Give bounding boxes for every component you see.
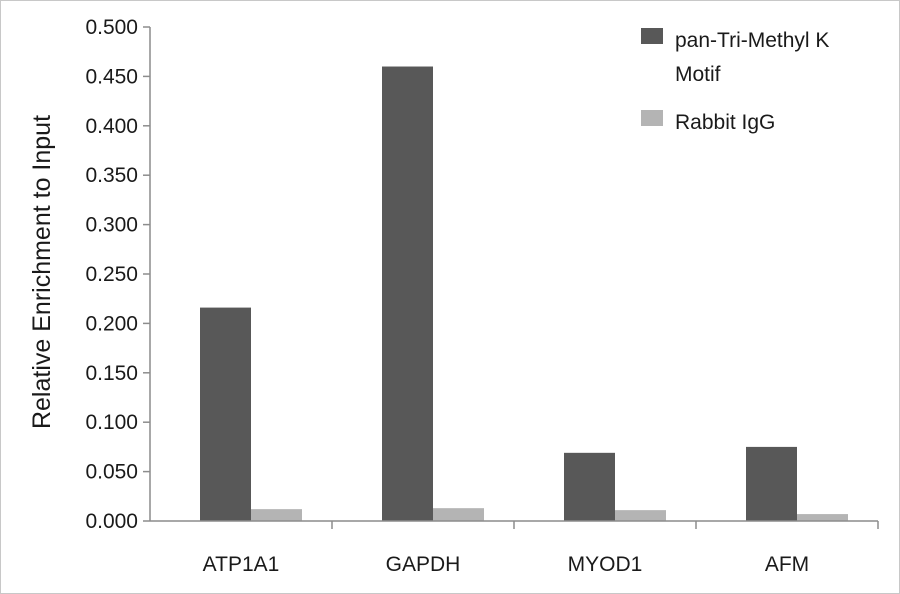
- bar-afm-series-1: [797, 514, 848, 521]
- y-tick-label: 0.050: [85, 461, 138, 484]
- bar-myod1-series-0: [564, 452, 615, 521]
- legend-label: Rabbit IgG: [675, 111, 775, 134]
- x-tick-label: AFM: [765, 553, 809, 576]
- legend-swatch: [641, 28, 663, 44]
- bar-afm-series-0: [746, 446, 797, 521]
- bar-atp1a1-series-1: [251, 509, 302, 521]
- x-tick-label: GAPDH: [386, 553, 461, 576]
- y-tick-label: 0.300: [85, 214, 138, 237]
- y-tick-label: 0.450: [85, 65, 138, 88]
- bar-atp1a1-series-0: [200, 307, 251, 521]
- x-axis-labels: ATP1A1 GAPDH MYOD1 AFM: [203, 553, 809, 576]
- y-axis-ticks: 0.000 0.050 0.100 0.150 0.200 0.250 0.300 0.350…: [85, 16, 150, 533]
- x-tick-label: MYOD1: [568, 553, 643, 576]
- x-tick-label: ATP1A1: [203, 553, 280, 576]
- y-axis-label: Relative Enrichment to Input: [28, 115, 56, 429]
- y-tick-label: 0.400: [85, 115, 138, 138]
- legend: pan-Tri-Methyl K Motif Rabbit IgG: [641, 28, 829, 134]
- y-tick-label: 0.200: [85, 312, 138, 335]
- bar-myod1-series-1: [615, 510, 666, 521]
- legend-label: pan-Tri-Methyl K: [675, 29, 829, 52]
- bar-gapdh-series-1: [433, 508, 484, 521]
- y-tick-label: 0.350: [85, 164, 138, 187]
- y-tick-label: 0.100: [85, 411, 138, 434]
- legend-swatch: [641, 110, 663, 126]
- y-tick-label: 0.500: [85, 16, 138, 39]
- bars: [200, 66, 848, 522]
- y-tick-label: 0.150: [85, 362, 138, 385]
- bar-gapdh-series-0: [382, 66, 433, 522]
- y-tick-label: 0.000: [85, 510, 138, 533]
- y-tick-label: 0.250: [85, 263, 138, 286]
- axes: [149, 27, 879, 529]
- legend-label: Motif: [675, 63, 721, 86]
